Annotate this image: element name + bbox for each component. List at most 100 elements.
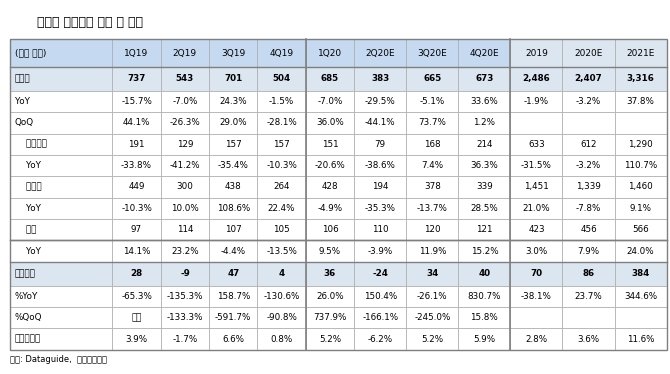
Bar — [306, 155, 354, 176]
Text: -38.6%: -38.6% — [364, 161, 396, 170]
Bar — [511, 240, 563, 262]
Bar — [511, 176, 563, 197]
Bar — [458, 67, 511, 91]
Bar — [10, 39, 667, 350]
Bar — [161, 176, 209, 197]
Text: 737.9%: 737.9% — [314, 313, 346, 322]
Text: 456: 456 — [580, 225, 597, 234]
Text: 5.2%: 5.2% — [421, 334, 444, 343]
Bar — [563, 262, 614, 286]
Bar — [161, 328, 209, 350]
Text: 2Q19: 2Q19 — [173, 49, 197, 58]
Bar — [257, 134, 306, 155]
Text: 449: 449 — [128, 183, 145, 191]
Bar — [209, 155, 257, 176]
Text: -15.7%: -15.7% — [121, 97, 152, 106]
Text: 자료: Dataguide,  하이투자증권: 자료: Dataguide, 하이투자증권 — [10, 355, 107, 364]
Bar — [306, 328, 354, 350]
Text: 158.7%: 158.7% — [216, 292, 250, 301]
Bar — [563, 134, 614, 155]
Bar — [306, 307, 354, 328]
Bar — [113, 286, 161, 307]
Bar — [406, 39, 458, 67]
Text: 157: 157 — [273, 140, 290, 149]
Bar — [306, 262, 354, 286]
Text: 3.0%: 3.0% — [525, 246, 547, 255]
Text: 157: 157 — [225, 140, 242, 149]
Text: -1.5%: -1.5% — [269, 97, 294, 106]
Text: 79: 79 — [375, 140, 386, 149]
Text: 인테나: 인테나 — [15, 183, 42, 191]
Text: -3.2%: -3.2% — [576, 161, 601, 170]
Text: 830.7%: 830.7% — [468, 292, 501, 301]
Text: -24: -24 — [373, 269, 388, 278]
Text: 504: 504 — [273, 74, 291, 83]
Text: -10.3%: -10.3% — [121, 204, 152, 213]
Text: -245.0%: -245.0% — [414, 313, 450, 322]
Text: 168: 168 — [424, 140, 441, 149]
Bar — [614, 286, 667, 307]
Bar — [614, 307, 667, 328]
Bar — [161, 219, 209, 240]
Text: 737: 737 — [127, 74, 145, 83]
Text: 매출액: 매출액 — [15, 74, 31, 83]
Bar — [511, 39, 563, 67]
Text: 97: 97 — [131, 225, 142, 234]
Bar — [511, 307, 563, 328]
Text: 423: 423 — [528, 225, 545, 234]
Bar — [10, 240, 113, 262]
Text: 11.9%: 11.9% — [419, 246, 446, 255]
Text: 2.8%: 2.8% — [525, 334, 547, 343]
Bar — [354, 134, 406, 155]
Bar — [161, 240, 209, 262]
Bar — [406, 219, 458, 240]
Bar — [406, 328, 458, 350]
Bar — [563, 286, 614, 307]
Text: -3.9%: -3.9% — [368, 246, 393, 255]
Bar — [511, 286, 563, 307]
Bar — [306, 134, 354, 155]
Bar — [406, 155, 458, 176]
Text: 150.4%: 150.4% — [364, 292, 397, 301]
Bar — [306, 91, 354, 112]
Bar — [257, 328, 306, 350]
Text: 21.0%: 21.0% — [523, 204, 550, 213]
Bar — [511, 197, 563, 219]
Bar — [209, 134, 257, 155]
Bar — [10, 155, 113, 176]
Bar — [458, 307, 511, 328]
Text: 378: 378 — [424, 183, 441, 191]
Bar — [354, 91, 406, 112]
Text: 106: 106 — [322, 225, 338, 234]
Text: -4.4%: -4.4% — [220, 246, 246, 255]
Text: -166.1%: -166.1% — [362, 313, 398, 322]
Text: 세라믹칩: 세라믹칩 — [15, 140, 47, 149]
Bar — [113, 219, 161, 240]
Bar — [406, 91, 458, 112]
Text: 264: 264 — [273, 183, 290, 191]
Text: 1.2%: 1.2% — [474, 118, 495, 127]
Text: 86: 86 — [582, 269, 594, 278]
Bar — [563, 307, 614, 328]
Bar — [306, 67, 354, 91]
Bar — [354, 307, 406, 328]
Bar — [458, 176, 511, 197]
Text: 633: 633 — [528, 140, 545, 149]
Bar — [458, 240, 511, 262]
Text: 6.6%: 6.6% — [222, 334, 245, 343]
Bar — [511, 219, 563, 240]
Bar — [209, 307, 257, 328]
Text: -7.8%: -7.8% — [576, 204, 601, 213]
Text: 339: 339 — [476, 183, 492, 191]
Bar — [563, 67, 614, 91]
Bar — [458, 219, 511, 240]
Text: 121: 121 — [476, 225, 492, 234]
Bar — [10, 67, 113, 91]
Text: 23.2%: 23.2% — [171, 246, 199, 255]
Bar — [614, 155, 667, 176]
Bar — [511, 262, 563, 286]
Bar — [354, 176, 406, 197]
Text: -35.3%: -35.3% — [364, 204, 396, 213]
Bar — [614, 328, 667, 350]
Text: 612: 612 — [580, 140, 597, 149]
